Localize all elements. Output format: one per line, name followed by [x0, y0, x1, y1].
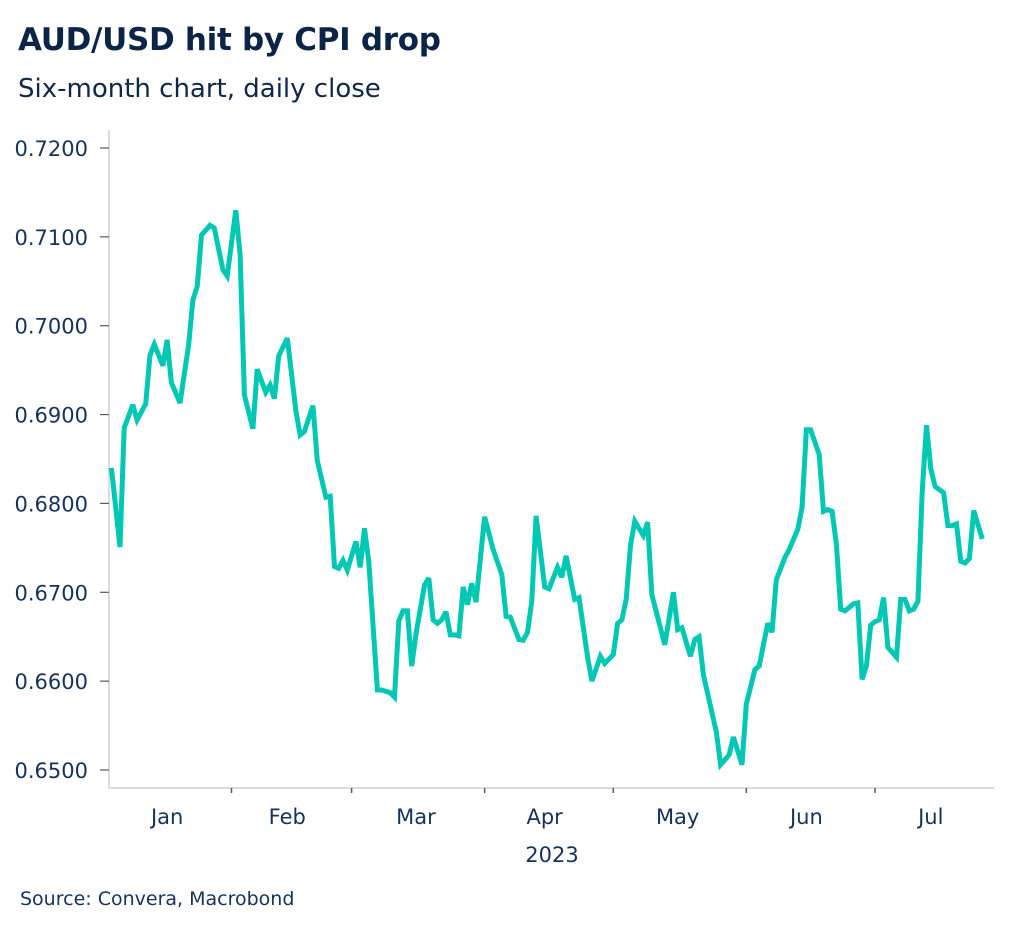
- source-note: Source: Convera, Macrobond: [20, 888, 295, 910]
- x-tick-label: Jul: [916, 805, 943, 829]
- x-axis: Jan Feb Mar Apr May Jun Jul: [109, 787, 994, 829]
- y-tick-label: 0.6500: [15, 759, 88, 783]
- x-axis-year-label: 2023: [525, 843, 578, 867]
- y-tick-label: 0.7200: [15, 137, 88, 161]
- y-tick-label: 0.7100: [15, 226, 88, 250]
- y-tick-label: 0.6600: [15, 670, 88, 694]
- y-tick-label: 0.7000: [15, 315, 88, 339]
- y-tick-label: 0.6800: [15, 492, 88, 516]
- x-tick-label: Apr: [526, 805, 563, 829]
- x-tick-label: May: [656, 805, 699, 829]
- series-line-audusd: [108, 209, 985, 771]
- y-tick-label: 0.6900: [15, 404, 88, 428]
- plot-area: [108, 209, 985, 771]
- y-axis: 0.7200 0.7100 0.7000 0.6900 0.6800 0.6700 0.66…: [15, 130, 110, 788]
- y-tick-label: 0.6700: [15, 581, 88, 605]
- x-tick-label: Feb: [269, 805, 306, 829]
- x-tick-label: Jun: [788, 805, 823, 829]
- chart-title: AUD/USD hit by CPI drop: [18, 22, 441, 58]
- x-tick-label: Mar: [396, 805, 436, 829]
- chart-subtitle: Six-month chart, daily close: [18, 74, 381, 104]
- x-tick-label: Jan: [149, 805, 183, 829]
